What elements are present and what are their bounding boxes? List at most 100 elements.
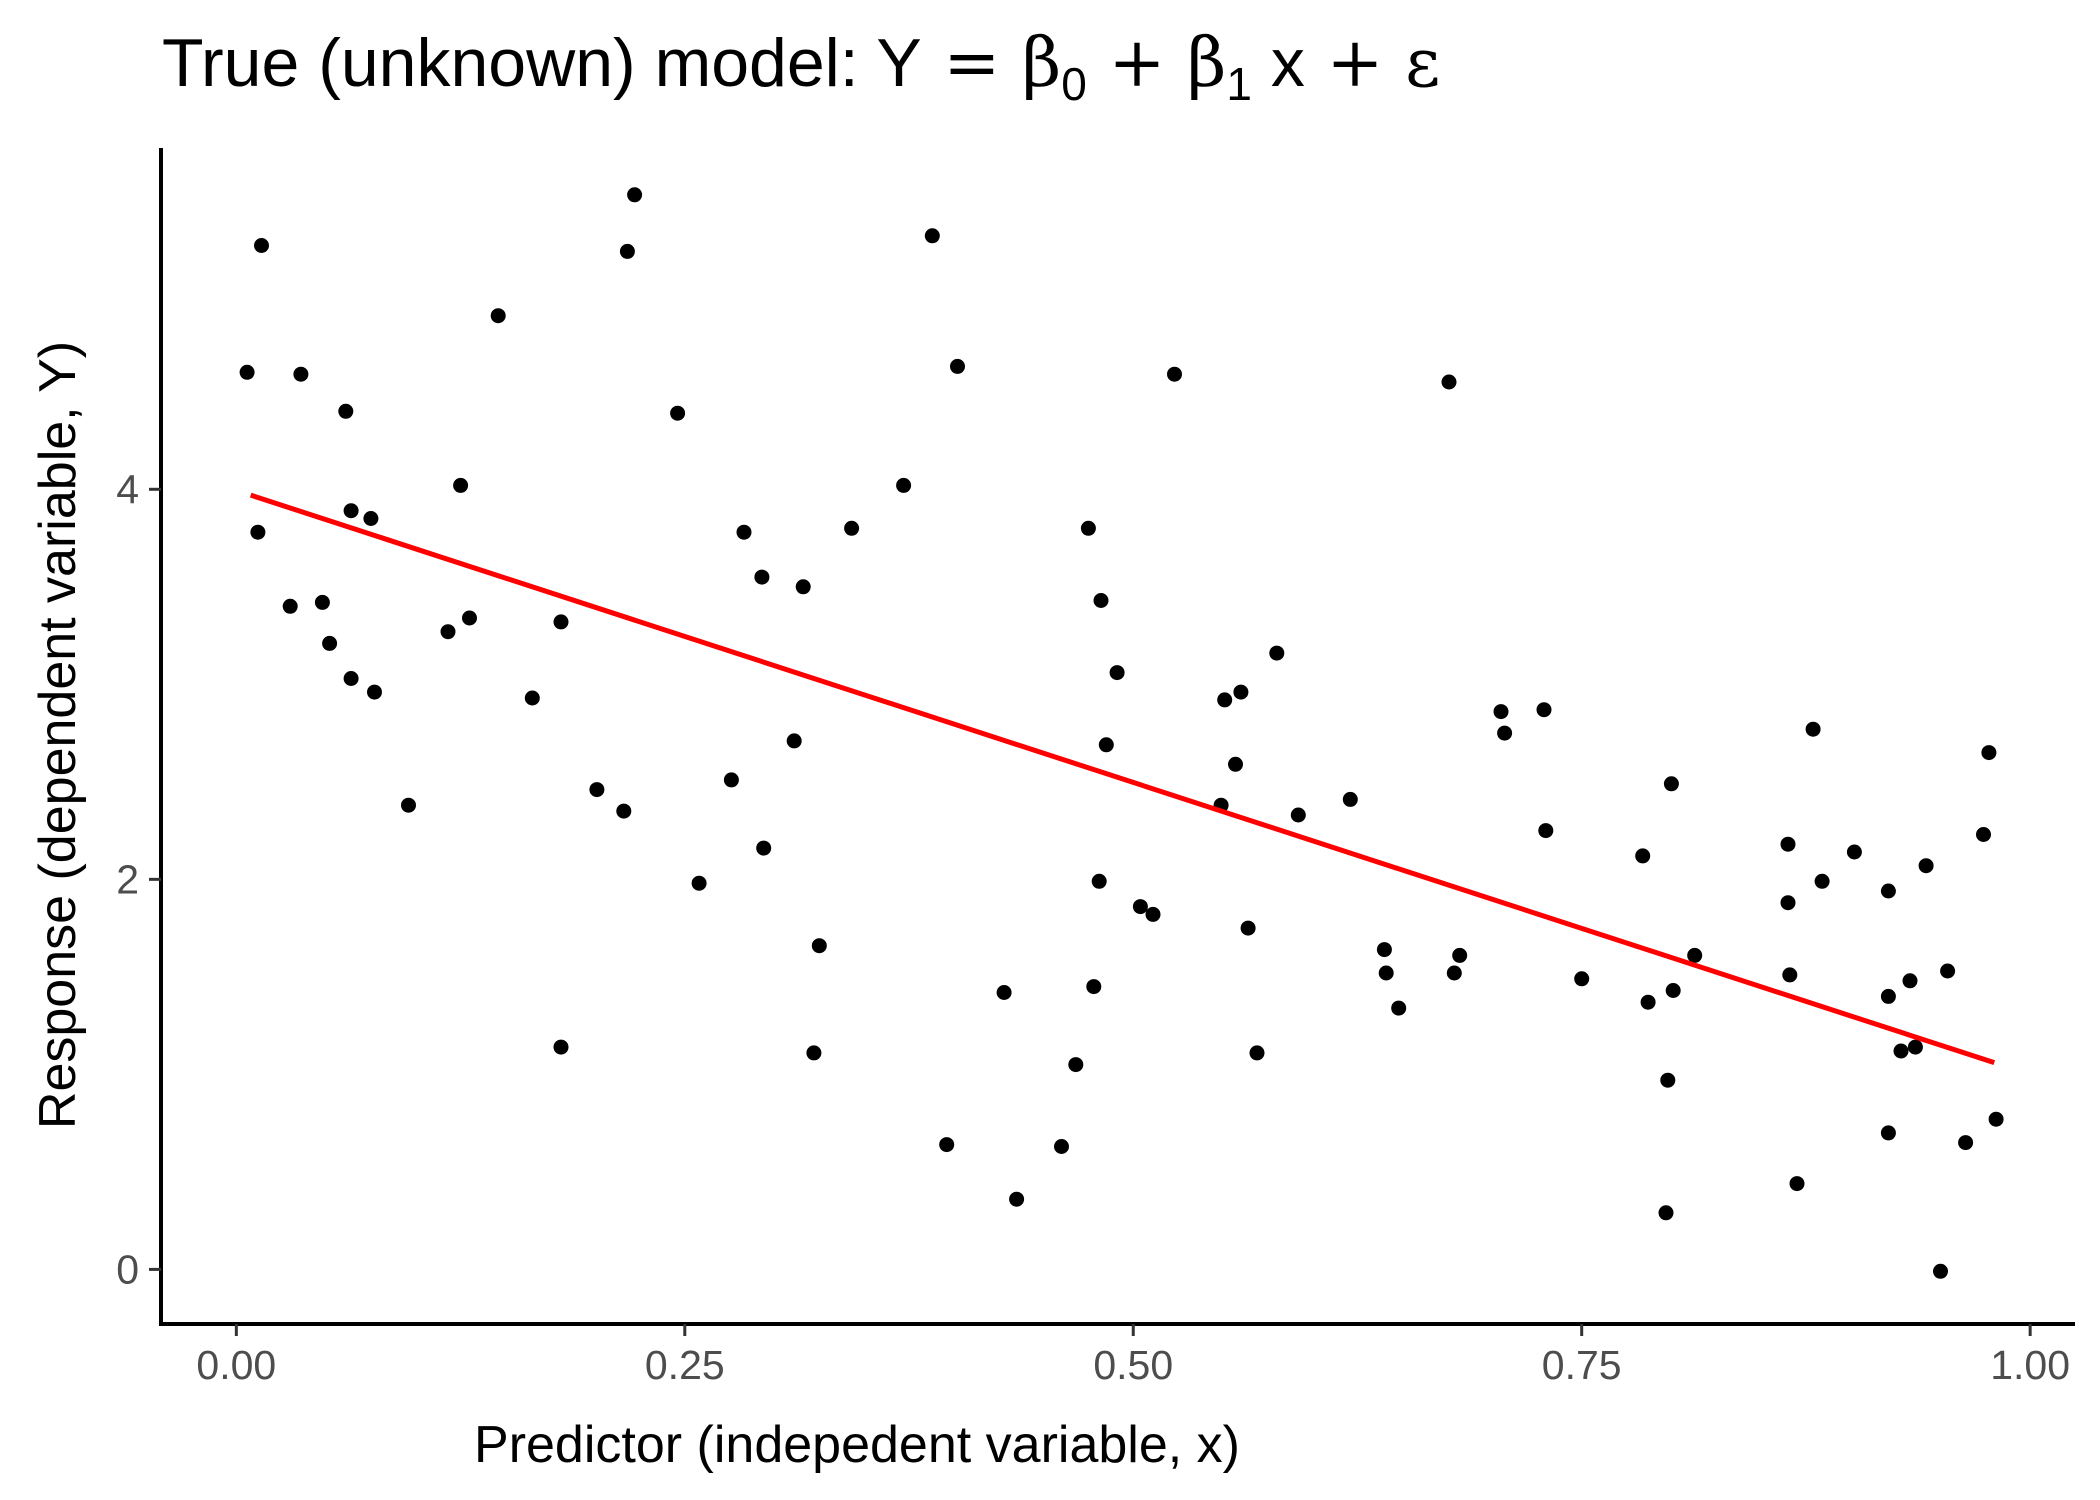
data-point <box>1663 776 1679 792</box>
data-point <box>844 520 860 536</box>
y-axis-ticks: 0 2 4 <box>116 466 161 1292</box>
data-point <box>1109 665 1125 681</box>
data-point <box>589 782 605 798</box>
data-point <box>950 358 965 374</box>
data-point <box>1240 920 1256 936</box>
x-tick-label: 0.75 <box>1542 1342 1622 1388</box>
data-point <box>1789 1176 1805 1192</box>
regression-line <box>249 492 1996 1066</box>
data-point <box>1009 1191 1025 1207</box>
data-point <box>363 511 379 526</box>
data-point <box>795 579 811 595</box>
data-point <box>1658 1205 1674 1221</box>
data-point <box>736 524 752 540</box>
data-point <box>723 772 739 788</box>
data-point <box>1233 684 1249 700</box>
data-point <box>1574 971 1590 987</box>
data-point <box>1249 1045 1265 1061</box>
data-point <box>1217 692 1233 708</box>
data-point <box>1933 1263 1948 1279</box>
data-point <box>1805 721 1821 737</box>
data-point <box>453 477 469 493</box>
data-point <box>1342 791 1358 807</box>
data-point <box>1902 973 1918 989</box>
data-point <box>1441 374 1457 390</box>
data-point <box>1880 1125 1896 1141</box>
y-tick-label: 2 <box>116 856 139 902</box>
data-point <box>1780 895 1796 911</box>
data-point <box>811 938 827 954</box>
data-point <box>1814 873 1830 889</box>
data-point <box>619 243 635 259</box>
data-point <box>939 1137 955 1153</box>
data-point <box>1846 844 1862 860</box>
data-point <box>1091 873 1107 889</box>
data-point <box>627 187 643 203</box>
regression-line-group <box>249 492 1996 1066</box>
x-tick-label: 0.50 <box>1093 1342 1173 1388</box>
data-point <box>1446 965 1462 981</box>
data-point <box>1497 725 1513 741</box>
y-axis-label: Response (dependent variable, Y) <box>29 341 87 1129</box>
data-point <box>1918 858 1934 874</box>
data-point <box>1940 963 1956 979</box>
data-points <box>239 187 2004 1279</box>
data-point <box>756 840 772 856</box>
data-point <box>343 671 359 686</box>
data-point <box>338 403 354 419</box>
data-point <box>254 238 269 253</box>
data-point <box>616 803 632 819</box>
data-point <box>896 477 912 493</box>
data-point <box>1665 983 1681 998</box>
data-point <box>440 624 456 640</box>
data-point <box>1958 1135 1974 1151</box>
data-point <box>401 797 416 813</box>
data-point <box>1635 848 1651 864</box>
data-point <box>996 985 1012 1000</box>
x-tick-label: 0.25 <box>645 1342 725 1388</box>
data-point <box>343 503 359 519</box>
x-tick-label: 1.00 <box>1990 1342 2070 1388</box>
data-point <box>282 598 298 614</box>
data-point <box>786 733 802 749</box>
data-point <box>1086 979 1102 995</box>
data-point <box>1687 947 1703 963</box>
data-point <box>691 875 707 891</box>
data-point <box>1068 1057 1084 1073</box>
y-tick-label: 0 <box>116 1246 139 1292</box>
data-point <box>1493 704 1509 720</box>
data-point <box>1093 593 1109 608</box>
data-point <box>670 405 686 421</box>
data-point <box>754 569 770 585</box>
data-point <box>1391 1000 1407 1016</box>
data-point <box>924 228 940 244</box>
data-point <box>1907 1039 1923 1055</box>
data-point <box>1782 967 1798 983</box>
data-point <box>1780 836 1796 852</box>
data-point <box>1893 1043 1909 1059</box>
data-point <box>314 594 330 610</box>
chart-title: True (unknown) model: Y = β0 + β1 x + ε <box>162 24 1440 110</box>
data-point <box>553 1039 569 1055</box>
data-point <box>239 364 255 380</box>
x-axis-ticks: 0.00 0.25 0.50 0.75 1.00 <box>196 1324 2070 1388</box>
data-point <box>1080 520 1096 536</box>
y-tick-label: 4 <box>116 466 139 512</box>
data-point <box>490 308 506 324</box>
data-point <box>1098 737 1114 753</box>
data-point <box>1132 899 1148 915</box>
data-point <box>524 690 540 706</box>
data-point <box>250 524 266 540</box>
data-point <box>293 366 309 382</box>
data-point <box>1988 1111 2004 1127</box>
data-point <box>1880 988 1896 1004</box>
data-point <box>322 635 338 651</box>
data-point <box>1640 994 1656 1010</box>
data-point <box>462 610 477 626</box>
data-point <box>367 684 382 700</box>
data-point <box>1660 1072 1676 1088</box>
data-point <box>1880 883 1896 899</box>
data-point <box>1054 1139 1069 1154</box>
